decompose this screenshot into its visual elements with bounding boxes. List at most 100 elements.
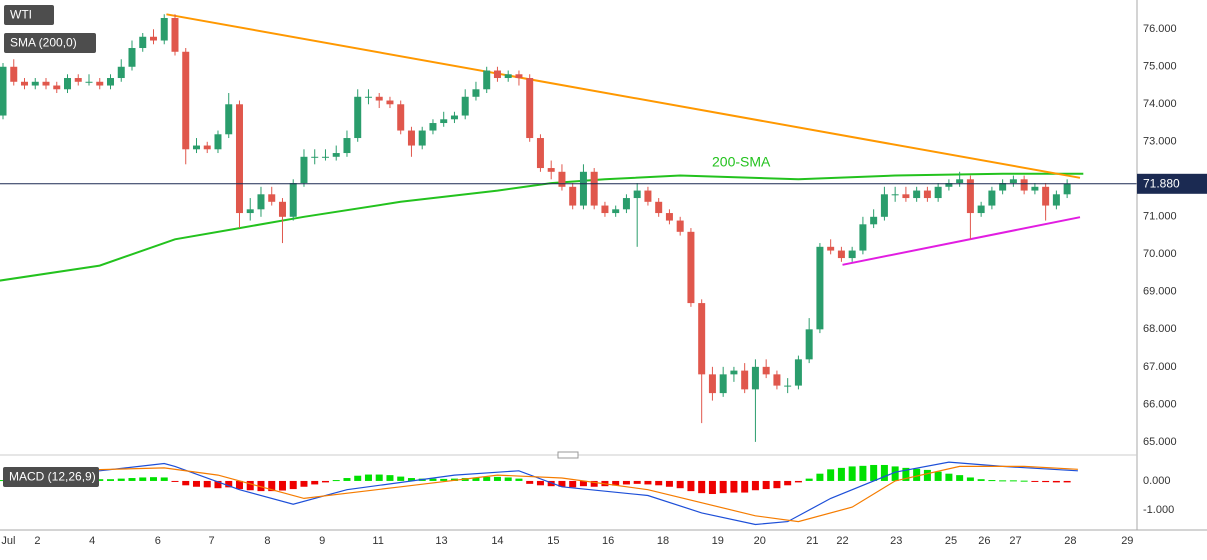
histogram-bar bbox=[1020, 480, 1028, 482]
candle-body bbox=[1042, 186, 1050, 206]
y-tick-label: 76.000 bbox=[1143, 23, 1177, 35]
x-tick-label: 16 bbox=[602, 535, 614, 547]
legend-label: WTI bbox=[10, 8, 32, 22]
candle-body bbox=[450, 115, 458, 120]
x-tick-label: 13 bbox=[435, 535, 447, 547]
candle-body bbox=[149, 36, 157, 41]
histogram-bar bbox=[386, 475, 394, 481]
candle-body bbox=[10, 66, 18, 82]
histogram-bar bbox=[665, 480, 673, 487]
candle-body bbox=[644, 190, 652, 202]
histogram-bar bbox=[730, 480, 738, 493]
y-tick-label: 66.000 bbox=[1143, 398, 1177, 410]
histogram-bar bbox=[719, 480, 727, 494]
histogram-bar bbox=[225, 480, 233, 488]
histogram-bar bbox=[590, 480, 598, 487]
candle-body bbox=[848, 250, 856, 259]
x-tick-label: 26 bbox=[978, 535, 990, 547]
candle-body bbox=[300, 156, 308, 184]
histogram-bar bbox=[407, 478, 415, 481]
sma-line bbox=[0, 172, 1084, 282]
x-tick-label: Jul bbox=[1, 535, 15, 547]
x-tick-label: 15 bbox=[547, 535, 559, 547]
histogram-bar bbox=[493, 476, 501, 481]
histogram-bar bbox=[160, 477, 168, 481]
candle-body bbox=[870, 216, 878, 225]
histogram-bar bbox=[526, 480, 534, 484]
candle-body bbox=[64, 78, 72, 90]
histogram-bar bbox=[870, 464, 878, 481]
x-tick-label: 27 bbox=[1009, 535, 1021, 547]
histogram-bar bbox=[246, 480, 254, 491]
candle-body bbox=[106, 78, 114, 86]
histogram-bar bbox=[139, 477, 147, 481]
candle-body bbox=[579, 171, 587, 206]
candle-body bbox=[483, 70, 491, 90]
histogram-bar bbox=[859, 465, 867, 481]
y-tick-label: 68.000 bbox=[1143, 323, 1177, 335]
candle-body bbox=[859, 224, 867, 251]
candle-body bbox=[203, 145, 211, 150]
histogram-bar bbox=[257, 480, 265, 492]
candle-body bbox=[923, 190, 931, 199]
candle-body bbox=[622, 198, 630, 210]
candle-body bbox=[784, 385, 792, 387]
histogram-bar bbox=[913, 468, 921, 481]
x-tick-label: 23 bbox=[890, 535, 902, 547]
candle-body bbox=[117, 66, 125, 79]
legend-box bbox=[4, 5, 54, 25]
candle-body bbox=[397, 104, 405, 131]
candle-body bbox=[321, 156, 329, 158]
histogram-bar bbox=[988, 480, 996, 482]
candle-body bbox=[42, 81, 50, 86]
histogram-bar bbox=[622, 480, 630, 485]
candle-body bbox=[526, 78, 534, 139]
candle-body bbox=[364, 96, 372, 98]
macd-line bbox=[2, 461, 1078, 526]
histogram-bar bbox=[794, 480, 802, 483]
candle-body bbox=[966, 179, 974, 214]
y-tick-label: -1.000 bbox=[1143, 504, 1174, 516]
candle-body bbox=[687, 231, 695, 304]
histogram-bar bbox=[321, 480, 329, 483]
histogram-bar bbox=[343, 478, 351, 481]
candle-body bbox=[751, 366, 759, 390]
histogram-bar bbox=[171, 480, 179, 482]
candle-body bbox=[934, 186, 942, 199]
histogram-bar bbox=[934, 471, 942, 481]
histogram-bar bbox=[311, 480, 319, 485]
candle-body bbox=[182, 51, 190, 150]
histogram-bar bbox=[612, 480, 620, 486]
histogram-bar bbox=[440, 478, 448, 481]
histogram-bar bbox=[192, 480, 200, 487]
candle-body bbox=[816, 246, 824, 330]
histogram-bar bbox=[956, 475, 964, 481]
histogram-bar bbox=[687, 480, 695, 492]
candle-body bbox=[590, 171, 598, 206]
candle-body bbox=[21, 81, 29, 86]
candle-body bbox=[429, 123, 437, 131]
histogram-bar bbox=[289, 480, 297, 490]
y-tick-label: 67.000 bbox=[1143, 361, 1177, 373]
histogram-bar bbox=[751, 480, 759, 491]
candle-body bbox=[536, 138, 544, 169]
candle-body bbox=[257, 194, 265, 210]
histogram-bar bbox=[827, 469, 835, 481]
histogram-bar bbox=[429, 478, 437, 481]
candle-body bbox=[85, 81, 93, 83]
candle-body bbox=[1031, 186, 1039, 191]
candle-body bbox=[956, 179, 964, 184]
candle-body bbox=[719, 374, 727, 394]
candle-body bbox=[354, 96, 362, 139]
pane-handle[interactable] bbox=[557, 451, 579, 459]
histogram-bar bbox=[1031, 480, 1039, 482]
histogram-bar bbox=[880, 464, 888, 481]
annotation: 200-SMA bbox=[712, 154, 771, 170]
histogram-bar bbox=[762, 480, 770, 490]
legend-box bbox=[4, 33, 96, 53]
candle-body bbox=[1020, 179, 1028, 191]
histogram-bar bbox=[149, 477, 157, 481]
histogram-bar bbox=[773, 480, 781, 489]
candle-body bbox=[827, 246, 835, 251]
